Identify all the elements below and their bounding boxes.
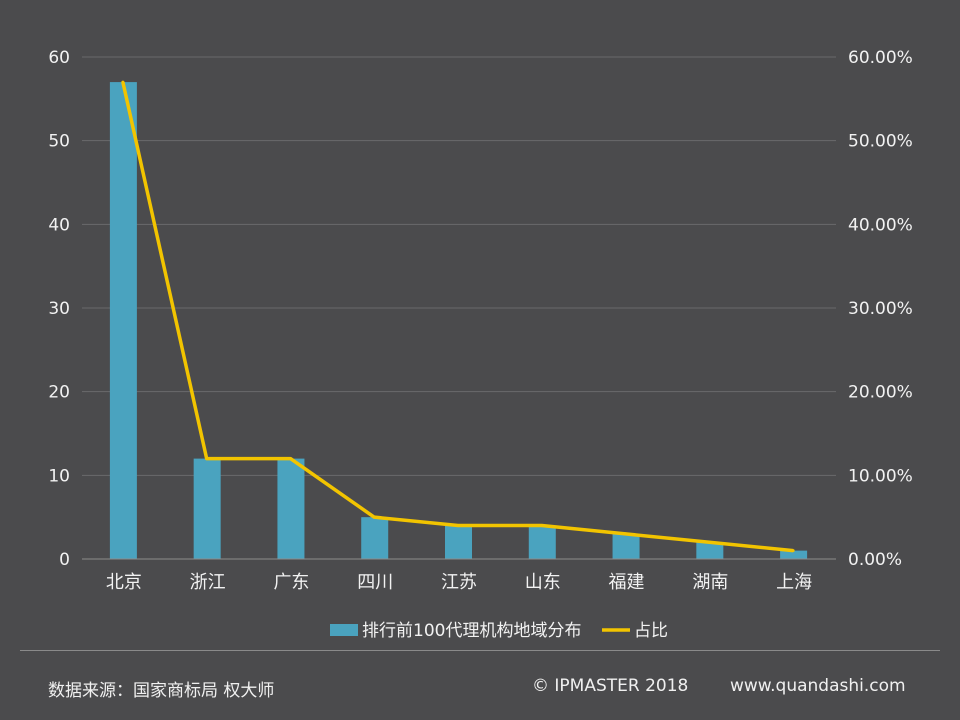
bar: [780, 550, 808, 559]
ratio-line: [121, 80, 795, 553]
x-tick-label: 江苏: [441, 572, 477, 593]
y-left-tick-label: 40: [48, 215, 70, 235]
y-right-tick-label: 10.00%: [848, 466, 913, 486]
ratio-point: [288, 457, 292, 461]
x-tick-label: 湖南: [692, 572, 728, 593]
bar: [445, 525, 472, 559]
footer-source: 数据来源：国家商标局 权大师: [48, 681, 275, 701]
y-left-tick-label: 0: [59, 550, 70, 570]
gridlines: [82, 56, 836, 476]
footer-copyright: © IPMASTER 2018: [532, 676, 689, 696]
legend-bar-label: 排行前100代理机构地域分布: [362, 621, 581, 641]
y-left-tick-label: 10: [48, 466, 70, 486]
bar: [696, 542, 724, 559]
y-right-tick-label: 40.00%: [848, 215, 913, 235]
bar: [528, 525, 556, 559]
y-right-tick-label: 0.00%: [848, 550, 902, 570]
x-tick-label: 四川: [357, 572, 393, 593]
x-tick-label: 福建: [609, 572, 645, 593]
y-left-tick-label: 30: [48, 299, 70, 319]
bar: [277, 458, 305, 559]
legend: 排行前100代理机构地域分布 占比: [330, 621, 668, 641]
y-right-tick-label: 60.00%: [848, 48, 913, 68]
x-tick-label: 上海: [776, 572, 812, 593]
axes: 0 0.00% 10 10.00% 20 20.00% 30 30.00% 40 40.00% 50…: [48, 48, 912, 593]
bar: [193, 458, 221, 559]
x-tick-label: 山东: [525, 572, 561, 593]
y-right-tick-label: 20.00%: [848, 383, 913, 403]
ratio-point: [707, 540, 711, 544]
footer-website: www.quandashi.com: [730, 676, 906, 696]
bar: [109, 82, 137, 559]
ratio-point: [540, 524, 544, 528]
y-left-tick-label: 20: [48, 383, 70, 403]
bar: [612, 533, 640, 559]
x-tick-label: 广东: [273, 572, 309, 593]
x-tick-label: 浙江: [190, 572, 226, 593]
bars: [109, 82, 808, 559]
y-left-tick-label: 50: [48, 132, 70, 152]
ratio-point: [121, 80, 125, 84]
ratio-point: [205, 457, 209, 461]
legend-line-label: 占比: [634, 621, 668, 641]
ratio-point: [456, 524, 460, 528]
chart: 0 0.00% 10 10.00% 20 20.00% 30 30.00% 40 40.00% 50…: [48, 48, 912, 641]
bar: [361, 517, 389, 559]
legend-bar-swatch: [330, 624, 358, 636]
ratio-point: [372, 515, 376, 519]
x-tick-label: 北京: [106, 572, 142, 593]
footer-divider: [20, 650, 940, 651]
ratio-line-path: [121, 81, 794, 553]
ratio-point: [624, 532, 628, 536]
y-left-tick-label: 60: [48, 48, 70, 68]
y-right-tick-label: 30.00%: [848, 299, 913, 319]
ratio-point: [791, 549, 795, 553]
y-right-tick-label: 50.00%: [848, 132, 913, 152]
